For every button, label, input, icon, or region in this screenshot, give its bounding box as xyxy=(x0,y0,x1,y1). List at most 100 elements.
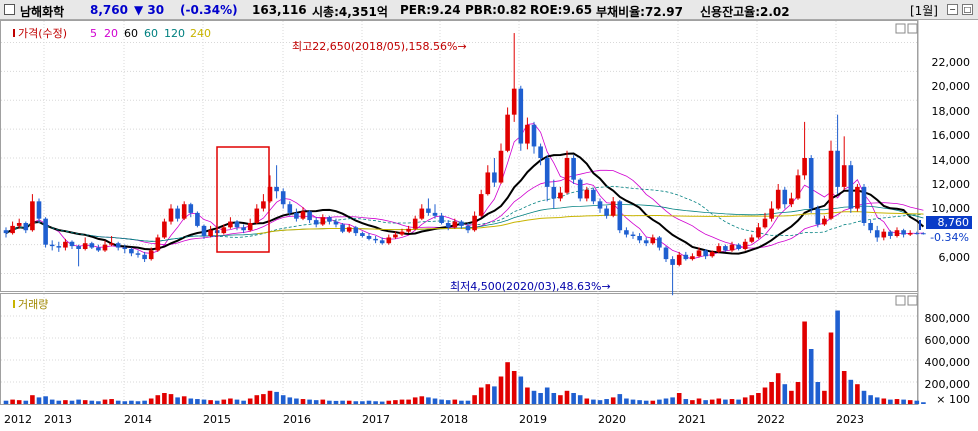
candle-body xyxy=(379,240,385,244)
volume-bar xyxy=(815,382,821,404)
volume-bar xyxy=(208,400,213,404)
volume-bar xyxy=(690,400,695,404)
candle-body xyxy=(498,150,504,183)
volume-bar xyxy=(300,399,306,404)
volume-bar xyxy=(280,395,286,404)
header-checkbox[interactable] xyxy=(4,4,15,15)
candle-body xyxy=(195,212,200,226)
candle-body xyxy=(155,237,161,251)
vtick-600000: 600,000 xyxy=(925,334,971,347)
price-panel-close-icon[interactable] xyxy=(907,23,918,34)
candle-body xyxy=(82,243,88,249)
candle-body xyxy=(676,254,682,265)
candle-body xyxy=(307,211,312,221)
volume-bar xyxy=(624,398,629,404)
candle-body xyxy=(749,237,755,242)
legend-ma5: 5 xyxy=(90,27,97,40)
x-axis: 2012 2013 2014 2015 2016 2017 2018 2019 … xyxy=(4,413,864,426)
volume-bar xyxy=(379,401,385,404)
candle-body xyxy=(888,231,893,236)
volume-bar xyxy=(894,399,900,404)
candle-body xyxy=(591,189,596,202)
volume-bar xyxy=(353,401,359,404)
minimize-icon[interactable]: − xyxy=(947,4,958,15)
volume-bar xyxy=(637,400,642,404)
volume-bar xyxy=(742,397,748,404)
candle-body xyxy=(551,186,557,199)
volume-bar xyxy=(307,399,312,404)
candle-body xyxy=(208,230,213,236)
volume-bar xyxy=(135,401,141,404)
vtick-400000: 400,000 xyxy=(925,356,971,369)
volume-bar xyxy=(676,393,682,404)
stock-chart[interactable]: 가격(수정) 5 20 60 60 120 240 거래량 최고22,650(2… xyxy=(0,20,978,431)
candle-body xyxy=(56,246,62,248)
candle-body xyxy=(518,88,524,144)
volume-y-axis: 800,000 600,000 400,000 200,000 × 100 xyxy=(925,312,971,406)
volume-bar xyxy=(775,373,781,404)
candle-body xyxy=(360,233,365,236)
candle-body xyxy=(835,150,840,187)
candle-body xyxy=(828,150,834,219)
volume-bar xyxy=(155,395,161,404)
price-change-pct: (-0.34%) xyxy=(180,3,238,17)
volume-bar xyxy=(901,399,906,404)
volume-panel-close-icon[interactable] xyxy=(907,295,918,306)
xtick-2022: 2022 xyxy=(757,413,785,426)
candle-body xyxy=(703,250,708,257)
candle-body xyxy=(709,251,715,257)
candle-body xyxy=(122,247,128,249)
volume-bar xyxy=(313,400,319,404)
volume-bar xyxy=(610,397,616,404)
volume-bar xyxy=(584,398,590,404)
legend-ma240: 240 xyxy=(190,27,211,40)
volume-panel-min-icon[interactable] xyxy=(895,295,906,306)
current-change-label: -0.34% xyxy=(930,231,969,244)
price-change: ▼ 30 xyxy=(134,3,165,17)
price-panel-min-icon[interactable] xyxy=(895,23,906,34)
xtick-2017: 2017 xyxy=(362,413,390,426)
period-selector[interactable]: [1월] xyxy=(909,4,938,18)
candle-body xyxy=(894,230,900,236)
candle-body xyxy=(683,254,689,260)
volume-bar xyxy=(294,398,299,404)
volume-bar xyxy=(511,371,517,404)
volume-bar xyxy=(650,400,656,404)
volume-bar xyxy=(287,397,293,404)
candle-body xyxy=(789,198,794,205)
credit-ratio: 신용잔고율:2.02 xyxy=(700,5,790,19)
x-axis-area xyxy=(0,405,918,431)
volume-bar xyxy=(340,400,345,404)
legend-ma120: 120 xyxy=(164,27,185,40)
candle-body xyxy=(393,234,398,238)
candle-body xyxy=(432,212,438,216)
price-legend: 가격(수정) 5 20 60 60 120 240 xyxy=(13,27,211,40)
candle-body xyxy=(485,172,491,195)
volume-bar xyxy=(76,399,81,404)
volume-bar xyxy=(162,393,167,404)
volume-bar xyxy=(445,400,451,404)
volume-bar xyxy=(109,399,114,404)
candle-body xyxy=(228,221,233,228)
candle-body xyxy=(142,254,147,260)
stock-name[interactable]: 남해화학 xyxy=(20,5,65,19)
volume-bar xyxy=(333,400,339,404)
volume-bar xyxy=(888,399,893,404)
candle-body xyxy=(399,231,405,235)
volume-bar xyxy=(148,398,154,404)
ytick-16000: 16,000 xyxy=(932,129,971,142)
candle-body xyxy=(571,158,576,180)
candle-body xyxy=(267,186,273,202)
volume-bar xyxy=(498,376,504,404)
candle-body xyxy=(353,227,359,234)
volume-bar xyxy=(56,400,62,404)
candle-body xyxy=(610,201,616,216)
candle-body xyxy=(597,201,603,209)
candle-body xyxy=(102,244,108,251)
maximize-icon[interactable]: □ xyxy=(962,4,973,15)
volume-bar xyxy=(492,386,497,404)
candle-body xyxy=(96,247,101,251)
ytick-10000: 10,000 xyxy=(932,202,971,215)
volume-bar xyxy=(175,397,180,404)
volume-bar xyxy=(241,400,246,404)
